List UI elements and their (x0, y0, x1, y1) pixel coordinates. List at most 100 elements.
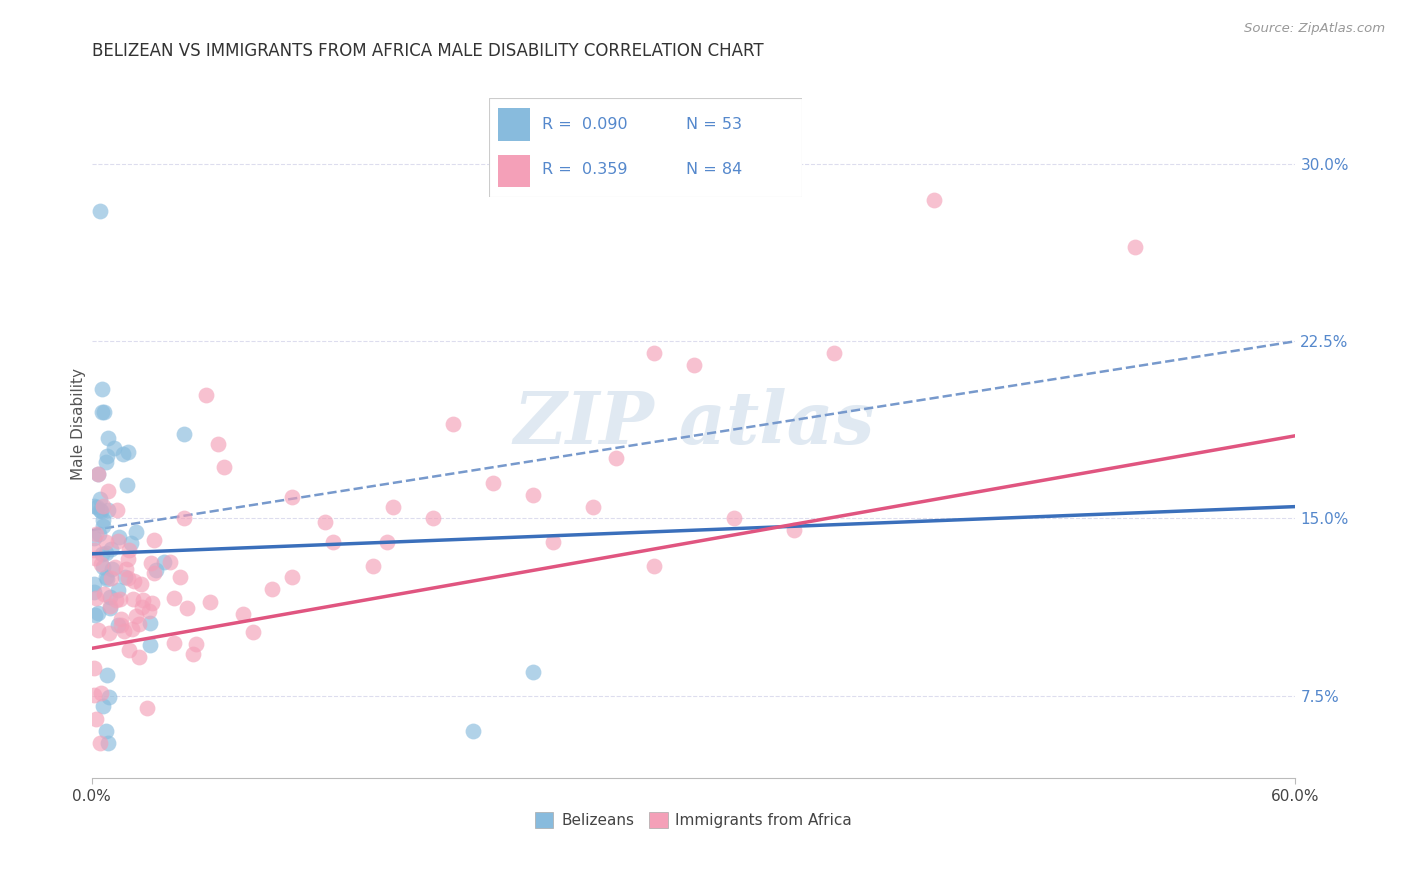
Point (108, 530, 131, 544)
Point (101, 562, 124, 576)
Point (375, 535, 398, 549)
Point (207, 436, 229, 450)
Point (643, 558, 665, 573)
Point (117, 552, 139, 566)
Point (93, 405, 115, 419)
Point (91, 519, 114, 533)
Point (107, 583, 129, 598)
Point (96, 546, 118, 560)
Point (142, 566, 165, 581)
Point (84, 527, 107, 541)
Point (142, 533, 165, 547)
Point (138, 604, 160, 618)
Text: Source: ZipAtlas.com: Source: ZipAtlas.com (1244, 22, 1385, 36)
Point (100, 601, 122, 615)
Point (90, 405, 112, 419)
Point (281, 570, 304, 584)
Point (93, 587, 115, 601)
Point (96, 572, 118, 586)
Point (97, 502, 120, 516)
Point (461, 723, 484, 738)
Point (105, 502, 128, 516)
Point (163, 636, 186, 650)
Point (118, 542, 141, 557)
Point (145, 563, 167, 577)
Point (110, 592, 132, 607)
Point (90, 686, 112, 700)
Point (120, 535, 142, 549)
Point (643, 346, 665, 360)
Point (83, 577, 105, 591)
Point (104, 559, 127, 574)
Point (138, 616, 160, 631)
Point (89, 492, 111, 507)
Point (87, 624, 110, 638)
Point (110, 612, 132, 626)
Point (90, 558, 112, 572)
Point (89, 502, 111, 516)
Point (86, 500, 108, 514)
Point (107, 617, 129, 632)
Point (97, 484, 120, 499)
Point (381, 500, 404, 514)
Point (541, 535, 564, 549)
Text: BELIZEAN VS IMMIGRANTS FROM AFRICA MALE DISABILITY CORRELATION CHART: BELIZEAN VS IMMIGRANTS FROM AFRICA MALE … (91, 42, 763, 60)
Point (98, 626, 121, 640)
Point (262, 582, 284, 597)
Point (94, 569, 117, 583)
Point (117, 444, 139, 458)
Point (96, 455, 118, 469)
Point (118, 643, 141, 657)
Point (682, 358, 704, 372)
Point (83, 532, 105, 546)
Point (112, 624, 135, 638)
Point (322, 535, 344, 549)
Text: ZIP atlas: ZIP atlas (513, 388, 875, 459)
Point (242, 625, 264, 640)
Point (89, 527, 111, 541)
Point (97, 690, 120, 704)
Legend: Belizeans, Immigrants from Africa: Belizeans, Immigrants from Africa (529, 806, 858, 834)
Point (100, 542, 122, 557)
Point (141, 596, 163, 610)
Point (195, 388, 218, 402)
Point (122, 592, 145, 607)
Point (87, 607, 110, 621)
Point (91, 560, 114, 574)
Point (173, 427, 195, 442)
Point (84, 712, 107, 726)
Point (441, 417, 464, 431)
Point (1123, 240, 1146, 254)
Point (173, 511, 195, 525)
Point (96, 450, 118, 464)
Point (212, 460, 235, 475)
Point (91, 547, 114, 561)
Point (823, 346, 845, 360)
Point (281, 491, 304, 505)
Point (121, 622, 143, 636)
Point (176, 600, 198, 615)
Point (97, 431, 120, 445)
Point (98, 591, 121, 605)
Point (129, 577, 152, 591)
Point (89, 204, 111, 219)
Point (83, 688, 105, 702)
Point (522, 665, 544, 679)
Point (314, 515, 336, 529)
Point (169, 569, 191, 583)
Point (105, 593, 128, 607)
Point (924, 193, 946, 207)
Point (582, 500, 605, 514)
Point (83, 500, 105, 514)
Point (124, 608, 146, 623)
Point (90, 382, 112, 396)
Point (138, 638, 160, 652)
Point (122, 574, 145, 588)
Point (91, 500, 114, 514)
Point (86, 467, 108, 482)
Point (110, 618, 132, 632)
Point (111, 447, 134, 461)
Point (97, 736, 120, 750)
Point (181, 647, 204, 661)
Point (159, 555, 181, 569)
